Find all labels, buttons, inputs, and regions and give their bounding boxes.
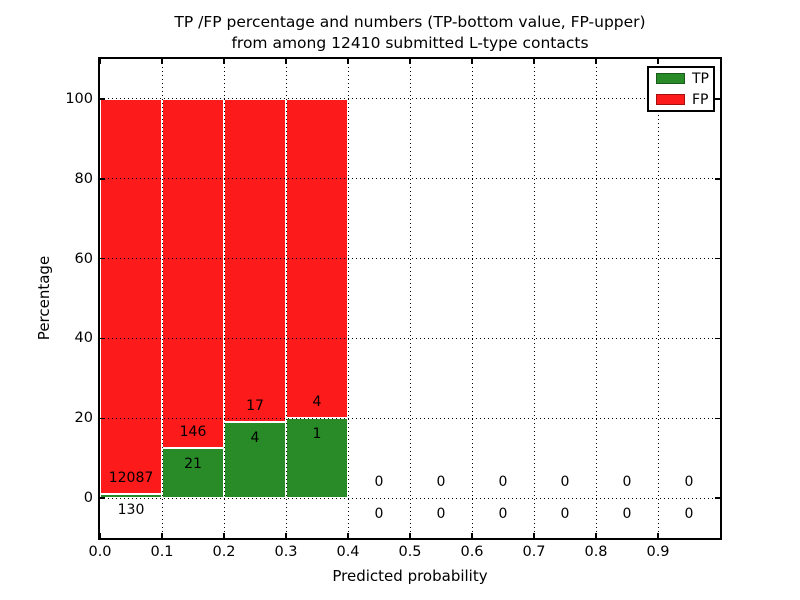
y-tick-mark [715, 178, 720, 180]
y-tick-mark [100, 417, 105, 419]
tp-count-label: 0 [622, 506, 632, 523]
fp-count-label: 4 [312, 394, 322, 411]
gridline-vertical [471, 59, 473, 538]
bar-segment-fp [162, 98, 224, 448]
x-tick-mark [471, 59, 473, 64]
tp-count-label: 0 [560, 506, 570, 523]
x-tick-label: 0.1 [150, 544, 174, 560]
x-tick-mark [161, 59, 163, 64]
x-tick-mark [471, 533, 473, 538]
fp-count-label: 0 [498, 474, 508, 491]
y-tick-mark [715, 98, 720, 100]
x-tick-mark [657, 533, 659, 538]
gridline-vertical [409, 59, 411, 538]
x-tick-label: 0.5 [398, 544, 422, 560]
y-tick-label: 20 [74, 410, 93, 427]
gridline-vertical [223, 59, 225, 538]
legend-swatch-fp-icon [656, 94, 685, 105]
fp-count-label: 0 [436, 474, 446, 491]
y-tick-mark [715, 257, 720, 260]
x-tick-mark [99, 533, 101, 538]
x-tick-mark [99, 59, 101, 64]
bar-segment-fp [224, 98, 286, 423]
x-tick-mark [347, 533, 349, 538]
tp-count-label: 4 [250, 430, 260, 447]
x-tick-label: 0.4 [336, 544, 360, 560]
gridline-vertical [347, 59, 349, 538]
x-tick-label: 0.8 [584, 544, 608, 560]
x-tick-mark [657, 59, 659, 64]
legend-swatch-tp-icon [656, 73, 685, 84]
x-tick-label: 0.3 [274, 544, 298, 560]
x-tick-mark [409, 59, 411, 64]
y-tick-mark [715, 497, 720, 499]
y-tick-mark [100, 98, 105, 100]
tp-count-label: 0 [436, 506, 446, 523]
x-tick-label: 0.7 [522, 544, 546, 560]
tp-count-label: 0 [498, 506, 508, 523]
legend-item-tp: TP [656, 70, 713, 88]
x-tick-label: 0.2 [212, 544, 236, 560]
fp-count-label: 0 [560, 474, 570, 491]
fp-count-label: 0 [684, 474, 694, 491]
x-tick-mark [347, 59, 349, 64]
tp-count-label: 0 [684, 506, 694, 523]
x-tick-label: 0.9 [646, 544, 670, 560]
fp-count-label: 17 [246, 398, 264, 415]
plot-area: 12087 130 146 21 17 4 4 1 0 0 0 0 0 0 0 0 0 0 0 0 [98, 57, 722, 540]
bar-segment-tp [224, 422, 286, 499]
x-tick-mark [161, 533, 163, 538]
tp-count-label: 0 [374, 506, 384, 523]
chart-title-line2: from among 12410 submitted L-type contac… [231, 34, 589, 52]
y-tick-label: 40 [74, 330, 93, 347]
y-tick-mark [100, 337, 105, 340]
fp-count-label: 0 [622, 474, 632, 491]
chart-title: TP /FP percentage and numbers (TP-bottom… [98, 12, 722, 54]
x-tick-mark [533, 59, 535, 64]
legend: TP FP [647, 66, 715, 112]
gridline-vertical [161, 59, 163, 538]
y-tick-label: 60 [74, 250, 93, 267]
x-tick-mark [223, 59, 225, 64]
x-tick-mark [595, 533, 597, 538]
bar-segment-fp [100, 98, 162, 494]
chart-title-line1: TP /FP percentage and numbers (TP-bottom… [174, 13, 646, 31]
tp-count-label: 1 [312, 426, 322, 443]
fp-count-label: 0 [374, 474, 384, 491]
tp-count-label: 130 [117, 501, 145, 518]
y-tick-mark [715, 337, 720, 340]
y-tick-mark [100, 178, 105, 180]
legend-label-tp: TP [692, 70, 709, 87]
fp-count-label: 146 [179, 423, 207, 440]
x-tick-label: 0.0 [88, 544, 112, 560]
x-tick-mark [595, 59, 597, 64]
y-tick-label: 0 [83, 490, 93, 507]
y-tick-mark [100, 497, 105, 499]
y-axis-label: Percentage [35, 255, 53, 341]
x-tick-mark [223, 533, 225, 538]
x-tick-mark [409, 533, 411, 538]
gridline-vertical [595, 59, 597, 538]
x-tick-mark [285, 59, 287, 64]
y-tick-mark [715, 417, 720, 419]
gridline-vertical [533, 59, 535, 538]
x-tick-mark [285, 533, 287, 538]
legend-item-fp: FP [656, 91, 713, 109]
tp-count-label: 21 [184, 455, 202, 472]
y-tick-mark [100, 257, 105, 260]
legend-label-fp: FP [692, 91, 709, 108]
fp-count-label: 12087 [108, 469, 154, 486]
y-tick-label: 80 [74, 170, 93, 187]
x-axis-label: Predicted probability [332, 567, 488, 585]
x-tick-label: 0.6 [460, 544, 484, 560]
gridline-vertical [285, 59, 287, 538]
gridline-vertical [657, 59, 659, 538]
y-tick-label: 100 [65, 90, 93, 107]
x-tick-mark [533, 533, 535, 538]
